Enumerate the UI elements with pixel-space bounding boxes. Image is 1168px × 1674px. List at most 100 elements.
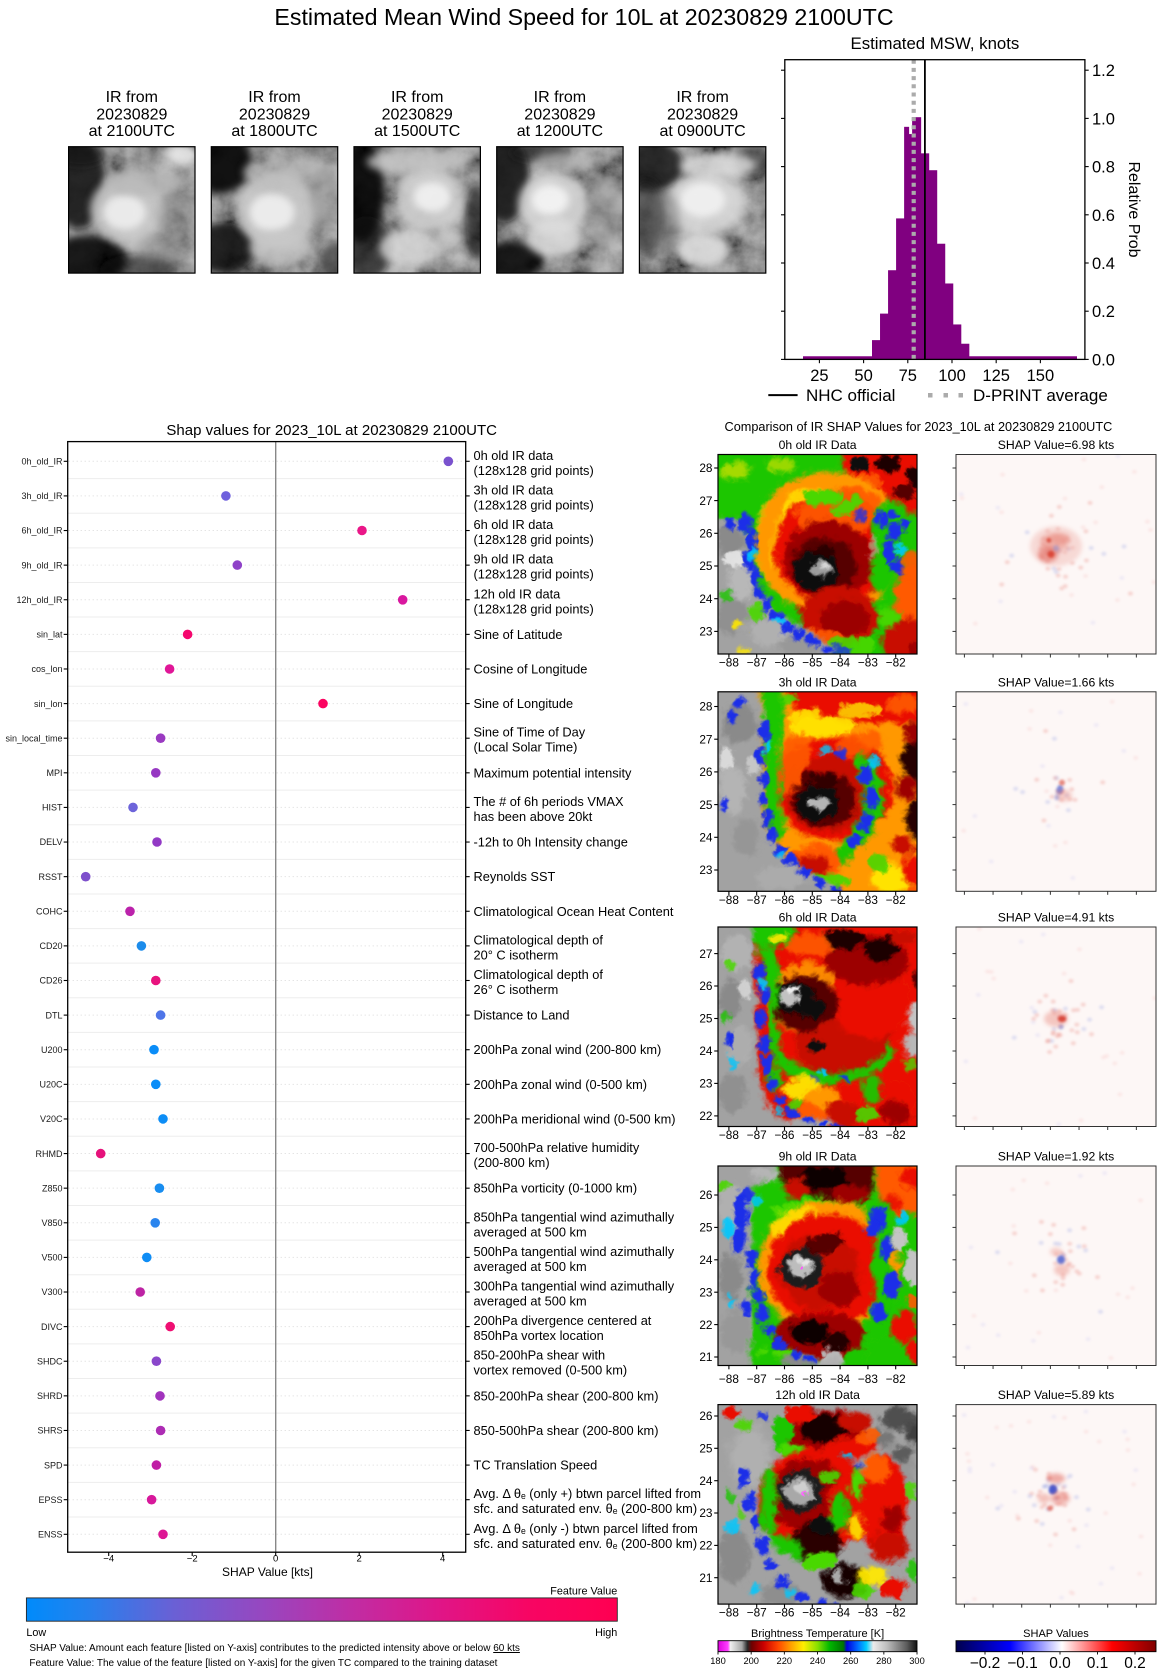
svg-text:at 2100UTC: at 2100UTC: [89, 123, 175, 140]
svg-text:28: 28: [699, 461, 713, 475]
svg-text:−86: −86: [774, 893, 794, 907]
svg-text:850hPa tangential wind azimuth: 850hPa tangential wind azimuthally: [474, 1209, 675, 1224]
svg-text:20230829: 20230829: [524, 107, 595, 124]
svg-text:Cosine of Longitude: Cosine of Longitude: [474, 662, 588, 677]
svg-text:SHAP Value=1.92 kts: SHAP Value=1.92 kts: [998, 1150, 1114, 1164]
svg-text:ENSS: ENSS: [38, 1530, 63, 1540]
svg-text:SHAP Value=6.98 kts: SHAP Value=6.98 kts: [998, 438, 1114, 452]
svg-text:IR from: IR from: [534, 89, 586, 106]
svg-text:−87: −87: [747, 1128, 767, 1142]
svg-text:0.2: 0.2: [1092, 303, 1115, 321]
svg-text:26° C isotherm: 26° C isotherm: [474, 982, 559, 997]
svg-text:−87: −87: [747, 893, 767, 907]
svg-text:CD20: CD20: [39, 941, 62, 951]
svg-text:SHDC: SHDC: [37, 1356, 63, 1366]
svg-text:850hPa vorticity (0-1000 km): 850hPa vorticity (0-1000 km): [474, 1181, 638, 1196]
svg-text:Climatological depth of: Climatological depth of: [474, 932, 604, 947]
svg-text:sin_lon: sin_lon: [34, 699, 63, 709]
svg-text:RSST: RSST: [38, 872, 63, 882]
svg-text:26: 26: [699, 1188, 713, 1202]
svg-text:1.0: 1.0: [1092, 110, 1115, 128]
svg-text:V300: V300: [41, 1287, 62, 1297]
svg-text:12h old IR Data: 12h old IR Data: [775, 1388, 860, 1402]
svg-text:Relative Prob: Relative Prob: [1125, 161, 1142, 257]
svg-text:850-200hPa shear with: 850-200hPa shear with: [474, 1348, 606, 1363]
svg-text:IR from: IR from: [248, 89, 300, 106]
svg-text:DIVC: DIVC: [41, 1322, 63, 1332]
svg-text:sfc. and saturated env. θₑ (20: sfc. and saturated env. θₑ (200-800 km): [474, 1536, 698, 1551]
svg-text:200hPa zonal wind (200-800 km): 200hPa zonal wind (200-800 km): [474, 1042, 662, 1057]
svg-text:−84: −84: [830, 1606, 850, 1620]
svg-text:−86: −86: [774, 1606, 794, 1620]
svg-text:220: 220: [777, 1656, 793, 1666]
svg-text:−2: −2: [187, 1554, 198, 1565]
svg-text:−0.2: −0.2: [970, 1655, 1001, 1672]
svg-text:25: 25: [699, 1221, 713, 1235]
svg-text:24: 24: [699, 831, 713, 845]
svg-text:24: 24: [699, 1253, 713, 1267]
svg-text:−84: −84: [830, 656, 850, 670]
svg-text:12h_old_IR: 12h_old_IR: [16, 595, 63, 605]
svg-text:−88: −88: [719, 893, 739, 907]
svg-text:D-PRINT average: D-PRINT average: [973, 386, 1108, 405]
svg-text:850-200hPa shear (200-800 km): 850-200hPa shear (200-800 km): [474, 1388, 659, 1403]
svg-text:27: 27: [699, 494, 712, 508]
svg-text:High: High: [595, 1627, 617, 1639]
svg-text:Climatological depth of: Climatological depth of: [474, 967, 604, 982]
svg-text:0.1: 0.1: [1087, 1655, 1109, 1672]
svg-text:3h old IR Data: 3h old IR Data: [779, 675, 857, 689]
svg-text:−87: −87: [747, 1372, 767, 1386]
svg-text:9h_old_IR: 9h_old_IR: [21, 560, 63, 570]
svg-text:vortex removed (0-500 km): vortex removed (0-500 km): [474, 1363, 628, 1378]
svg-text:26: 26: [699, 765, 713, 779]
svg-text:24: 24: [699, 1474, 713, 1488]
svg-text:Low: Low: [26, 1627, 46, 1639]
svg-text:200: 200: [743, 1656, 759, 1666]
svg-text:6h old IR Data: 6h old IR Data: [779, 911, 857, 925]
svg-text:EPSS: EPSS: [38, 1495, 62, 1505]
svg-text:26: 26: [699, 979, 713, 993]
svg-text:6h old IR data: 6h old IR data: [474, 517, 555, 532]
svg-text:−87: −87: [747, 1606, 767, 1620]
svg-text:Estimated MSW, knots: Estimated MSW, knots: [851, 34, 1020, 53]
svg-text:200hPa zonal wind (0-500 km): 200hPa zonal wind (0-500 km): [474, 1077, 648, 1092]
svg-text:averaged at 500 km: averaged at 500 km: [474, 1224, 587, 1239]
svg-text:0.0: 0.0: [1092, 351, 1115, 369]
svg-text:26: 26: [699, 1409, 713, 1423]
svg-text:300: 300: [909, 1656, 925, 1666]
svg-text:(128x128 grid points): (128x128 grid points): [474, 601, 594, 616]
svg-text:Estimated Mean Wind Speed for: Estimated Mean Wind Speed for 10L at 202…: [274, 4, 893, 30]
svg-text:at 1200UTC: at 1200UTC: [517, 123, 603, 140]
svg-text:−82: −82: [886, 1606, 906, 1620]
svg-text:−82: −82: [886, 1128, 906, 1142]
svg-text:at 0900UTC: at 0900UTC: [659, 123, 745, 140]
svg-text:(128x128 grid points): (128x128 grid points): [474, 497, 594, 512]
svg-text:Avg. Δ θₑ (only -) btwn parcel: Avg. Δ θₑ (only -) btwn parcel lifted fr…: [474, 1521, 698, 1536]
svg-text:−82: −82: [886, 893, 906, 907]
svg-text:at 1800UTC: at 1800UTC: [231, 123, 317, 140]
svg-text:24: 24: [699, 1044, 713, 1058]
svg-text:500hPa tangential wind azimuth: 500hPa tangential wind azimuthally: [474, 1244, 675, 1259]
svg-text:RHMD: RHMD: [36, 1149, 63, 1159]
svg-text:0h old IR data: 0h old IR data: [474, 448, 555, 463]
svg-text:Brightness Temperature [K]: Brightness Temperature [K]: [751, 1628, 884, 1640]
svg-text:The # of 6h periods VMAX: The # of 6h periods VMAX: [474, 794, 625, 809]
svg-text:IR from: IR from: [391, 89, 443, 106]
svg-text:SHAP Value=4.91 kts: SHAP Value=4.91 kts: [998, 911, 1114, 925]
svg-text:−88: −88: [719, 656, 739, 670]
svg-text:SHAP Value=1.66 kts: SHAP Value=1.66 kts: [998, 675, 1114, 689]
svg-text:NHC official: NHC official: [806, 386, 895, 405]
svg-text:V20C: V20C: [40, 1114, 63, 1124]
svg-text:12h old IR data: 12h old IR data: [474, 586, 562, 601]
svg-text:−86: −86: [774, 1128, 794, 1142]
svg-text:SHAP Value=5.89 kts: SHAP Value=5.89 kts: [998, 1388, 1114, 1402]
svg-text:22: 22: [699, 1539, 712, 1553]
svg-text:Avg. Δ θₑ (only +) btwn parcel: Avg. Δ θₑ (only +) btwn parcel lifted fr…: [474, 1486, 702, 1501]
svg-text:260: 260: [843, 1656, 859, 1666]
svg-text:−82: −82: [886, 1372, 906, 1386]
svg-text:IR from: IR from: [106, 89, 158, 106]
svg-text:sin_lat: sin_lat: [36, 630, 63, 640]
svg-text:(200-800 km): (200-800 km): [474, 1155, 550, 1170]
svg-text:21: 21: [699, 1350, 712, 1364]
svg-text:23: 23: [699, 1285, 713, 1299]
